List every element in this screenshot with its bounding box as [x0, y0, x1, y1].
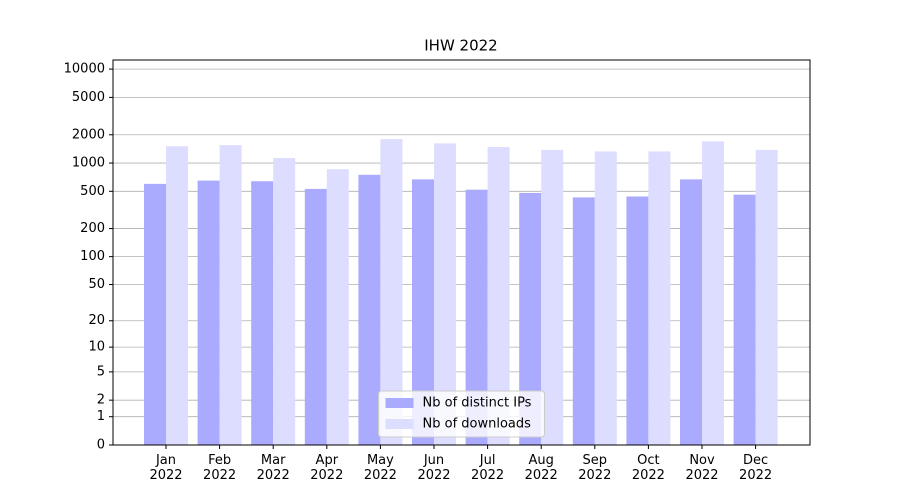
y-tick-label: 2000: [72, 127, 105, 142]
bar: [626, 196, 649, 445]
y-tick-label: 10000: [64, 62, 105, 77]
bar: [380, 139, 403, 445]
bar: [412, 179, 434, 446]
bar: [197, 180, 220, 445]
bar: [465, 189, 488, 445]
bar: [304, 188, 327, 446]
chart-title: IHW 2022: [424, 37, 497, 55]
bar: [702, 141, 724, 445]
y-tick-label: 5: [97, 364, 105, 379]
x-tick-label: May 2022: [363, 453, 397, 483]
y-tick-label: 5000: [72, 90, 105, 105]
bar: [755, 149, 778, 445]
x-tick-label: Feb 2022: [203, 453, 237, 483]
x-tick-label: Nov 2022: [685, 453, 719, 483]
x-tick-label: Apr 2022: [310, 453, 344, 483]
y-tick-label: 10: [88, 340, 105, 355]
bar: [733, 194, 756, 445]
bar: [648, 151, 671, 446]
x-tick-label: Jan 2022: [149, 453, 183, 483]
bar: [487, 147, 510, 446]
bar: [219, 145, 242, 445]
bar: [594, 151, 617, 446]
bar: [541, 149, 564, 445]
x-tick-label: Mar 2022: [256, 453, 290, 483]
y-tick-label: 1000: [72, 156, 105, 171]
y-tick-label: 200: [80, 221, 105, 236]
bar: [358, 174, 381, 445]
y-tick-label: 1: [97, 409, 105, 424]
bar: [273, 158, 296, 445]
x-tick-label: Aug 2022: [524, 453, 558, 483]
legend-swatch: [385, 419, 414, 429]
legend-box: [378, 390, 545, 438]
x-tick-label: Jun 2022: [417, 453, 451, 483]
y-tick-label: 100: [80, 249, 105, 264]
legend-swatch: [385, 398, 414, 408]
bar: [144, 183, 166, 446]
bar: [166, 146, 188, 445]
bar: [572, 197, 595, 445]
x-tick-label: Oct 2022: [631, 453, 665, 483]
bar: [434, 143, 456, 445]
y-tick-label: 50: [88, 277, 105, 292]
y-tick-label: 0: [97, 438, 105, 453]
plot-frame: [112, 59, 811, 446]
bar: [519, 192, 542, 445]
legend-label: Nb of distinct IPs: [423, 396, 532, 411]
bar: [251, 181, 274, 445]
bar: [326, 169, 349, 445]
y-tick-label: 500: [80, 184, 105, 199]
x-tick-label: Sep 2022: [578, 453, 612, 483]
bar: [680, 179, 702, 446]
y-tick-label: 20: [88, 313, 105, 328]
y-tick-label: 2: [97, 393, 105, 408]
x-tick-label: Jul 2022: [471, 453, 505, 483]
x-tick-label: Dec 2022: [739, 453, 773, 483]
legend-label: Nb of downloads: [423, 417, 532, 432]
